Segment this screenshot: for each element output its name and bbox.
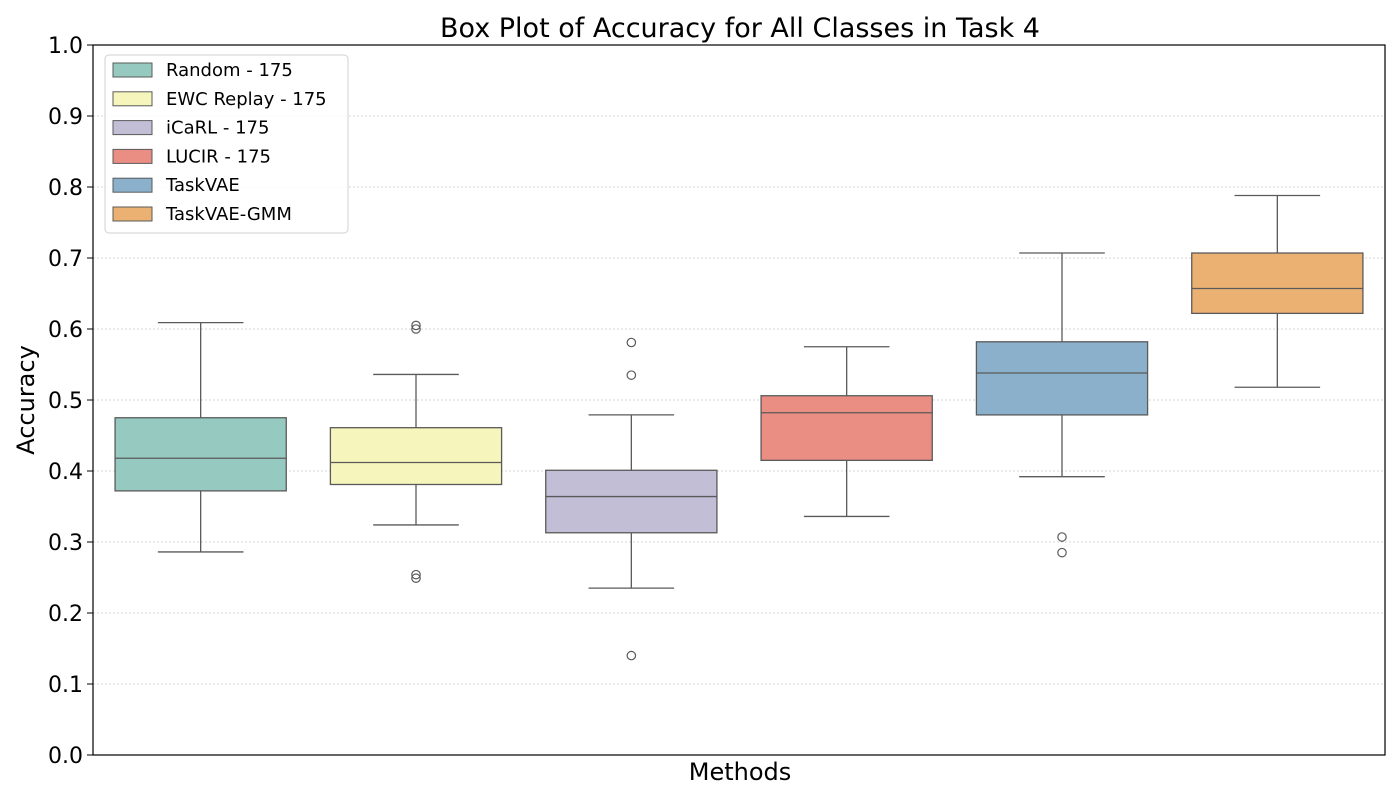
- outlier-point: [411, 320, 421, 331]
- legend-label: LUCIR - 175: [166, 146, 271, 167]
- outlier-point: [1057, 547, 1067, 558]
- legend: Random - 175 EWC Replay - 175 iCaRL - 175 L…: [104, 54, 349, 234]
- y-tick-label: 0.7: [48, 247, 83, 272]
- legend-frame: [104, 54, 349, 234]
- box-group: [760, 346, 933, 518]
- box-iqr: [545, 469, 718, 534]
- box-iqr: [329, 427, 503, 486]
- legend-swatch: [112, 177, 153, 193]
- y-tick-label: 0.3: [48, 531, 83, 556]
- outlier-point: [411, 573, 421, 584]
- legend-swatch: [112, 206, 153, 222]
- legend-label: TaskVAE: [165, 175, 240, 196]
- legend-swatch: [112, 62, 153, 78]
- y-tick-label: 0.2: [48, 602, 83, 627]
- legend-swatch: [112, 148, 153, 164]
- outlier-point: [626, 370, 637, 380]
- outlier-point: [626, 337, 637, 348]
- y-tick-label: 0.6: [48, 318, 83, 343]
- outlier-point: [626, 650, 637, 661]
- y-tick-label: 1.0: [48, 34, 83, 59]
- box-iqr: [1191, 252, 1364, 315]
- boxes: [114, 194, 1364, 661]
- chart-title: Box Plot of Accuracy for All Classes in …: [440, 13, 1040, 44]
- outlier-point: [411, 569, 421, 580]
- y-axis-title: Accuracy: [12, 345, 40, 455]
- box-group: [975, 252, 1149, 558]
- box-group: [545, 337, 718, 661]
- box-iqr: [114, 417, 287, 492]
- legend-label: iCaRL - 175: [166, 118, 269, 139]
- outlier-point: [411, 324, 421, 334]
- legend-label: Random - 175: [166, 60, 293, 81]
- grid-lines: [93, 115, 1385, 685]
- y-axis-ticks: 0.0 0.1 0.2 0.3 0.4 0.5 0.6 0.7 0.8 0.9 1.0: [48, 34, 93, 769]
- y-tick-label: 0.5: [48, 389, 83, 414]
- y-tick-label: 0.4: [48, 460, 83, 485]
- box-iqr: [975, 341, 1149, 416]
- y-tick-label: 0.8: [48, 176, 83, 201]
- legend-swatch: [112, 120, 153, 136]
- y-tick-label: 0.0: [48, 744, 83, 769]
- y-tick-label: 0.1: [48, 673, 83, 698]
- legend-label: EWC Replay - 175: [166, 89, 327, 110]
- box-group: [1191, 194, 1364, 388]
- y-tick-label: 0.9: [48, 105, 83, 130]
- box-group: [114, 321, 287, 553]
- box-iqr: [760, 395, 933, 461]
- legend-label: TaskVAE-GMM: [165, 204, 292, 225]
- box-group: [329, 320, 503, 584]
- outlier-point: [1057, 532, 1067, 542]
- x-axis-title: Methods: [689, 758, 792, 786]
- legend-swatch: [112, 91, 153, 107]
